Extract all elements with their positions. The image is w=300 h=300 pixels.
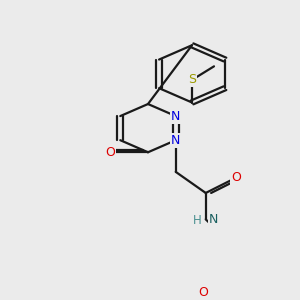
Text: N: N xyxy=(171,110,180,123)
Text: O: O xyxy=(105,146,115,159)
Text: S: S xyxy=(188,74,196,86)
Text: H: H xyxy=(193,214,202,227)
Text: N: N xyxy=(171,134,180,147)
Text: N: N xyxy=(209,213,218,226)
Text: O: O xyxy=(199,286,208,298)
Text: O: O xyxy=(231,171,241,184)
